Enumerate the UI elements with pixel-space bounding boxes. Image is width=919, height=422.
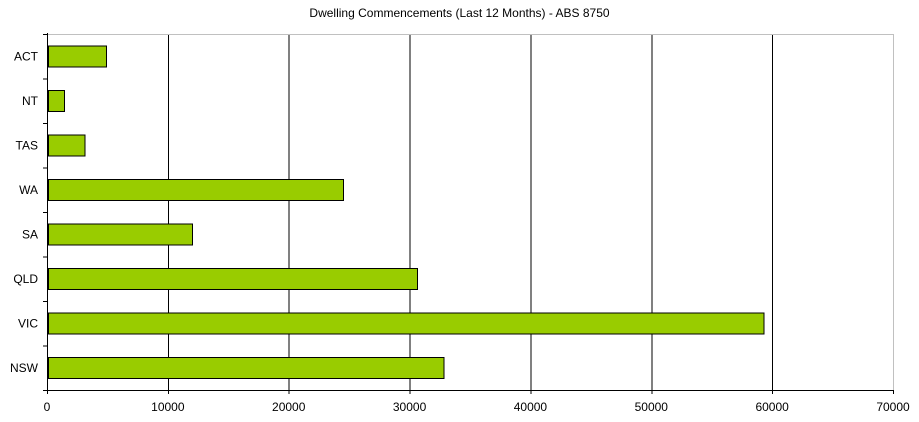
category-label-vic: VIC [18,316,38,330]
x-tick-label: 30000 [393,400,427,414]
bar-wa [48,178,345,201]
bar-sa [48,223,194,246]
x-tick-label: 70000 [876,400,910,414]
x-tick-label: 60000 [755,400,789,414]
x-tick-label: 0 [44,400,51,414]
bar-act [48,45,108,68]
x-tick-label: 50000 [635,400,669,414]
bar-vic [48,312,765,335]
category-label-act: ACT [14,49,39,63]
chart-title: Dwelling Commencements (Last 12 Months) … [309,6,610,20]
x-tick-label: 10000 [151,400,185,414]
x-tick-label: 40000 [514,400,548,414]
category-label-nt: NT [22,94,39,108]
x-tick-label: 20000 [272,400,306,414]
category-label-wa: WA [19,183,38,197]
category-label-nsw: NSW [10,361,39,375]
category-label-qld: QLD [13,272,38,286]
category-label-tas: TAS [16,138,38,152]
bar-qld [48,267,418,290]
plot-background [47,34,893,390]
bar-nt [48,89,65,112]
bar-nsw [48,356,445,379]
bar-tas [48,134,86,157]
category-label-sa: SA [22,227,38,241]
